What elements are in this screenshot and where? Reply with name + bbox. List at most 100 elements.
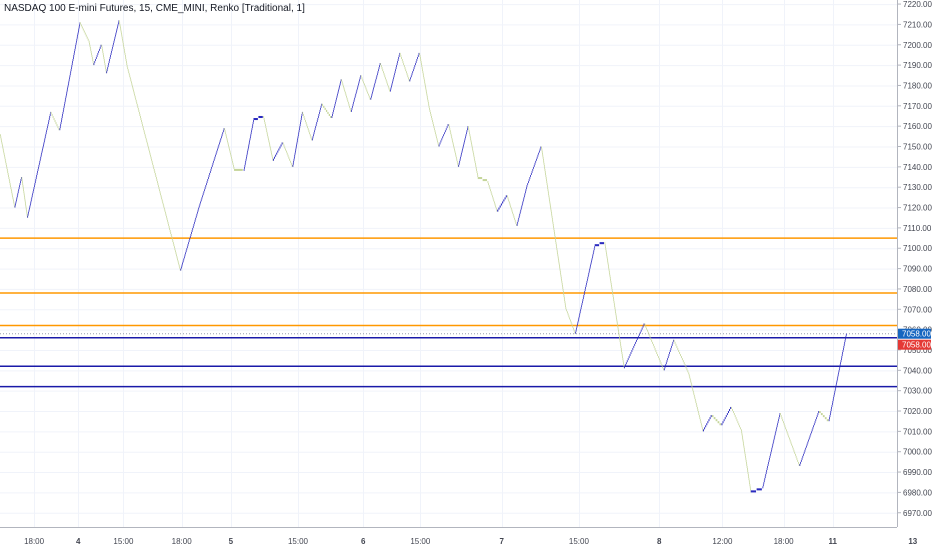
renko-brick-up bbox=[704, 427, 706, 430]
renko-brick-up bbox=[334, 105, 335, 108]
renko-brick-down bbox=[158, 187, 160, 190]
renko-brick-up bbox=[836, 378, 838, 381]
renko-brick-up bbox=[663, 368, 665, 371]
renko-brick-down bbox=[569, 319, 571, 322]
renko-brick-down bbox=[785, 427, 787, 430]
renko-brick-down bbox=[605, 246, 606, 249]
renko-brick-down bbox=[571, 323, 573, 326]
renko-brick-up bbox=[809, 435, 811, 438]
renko-brick-down bbox=[25, 203, 27, 206]
renko-brick-up bbox=[577, 319, 579, 322]
renko-brick-up bbox=[410, 75, 412, 78]
renko-brick-down bbox=[690, 380, 692, 383]
renko-brick-up bbox=[460, 154, 462, 157]
price-tick-label: 7020.00 bbox=[903, 407, 932, 416]
renko-brick-down bbox=[651, 339, 653, 342]
renko-brick-down bbox=[155, 174, 157, 178]
renko-brick-down bbox=[660, 362, 662, 365]
renko-brick-down bbox=[303, 115, 305, 119]
renko-brick-up bbox=[113, 40, 115, 43]
renko-brick-up bbox=[245, 160, 247, 163]
renko-brick-up bbox=[440, 140, 442, 143]
renko-brick-down bbox=[233, 164, 234, 167]
price-tick-label: 7080.00 bbox=[903, 285, 932, 294]
renko-brick-up bbox=[828, 419, 830, 422]
renko-brick-up bbox=[100, 44, 102, 47]
renko-brick-down bbox=[380, 63, 382, 66]
renko-brick-up bbox=[750, 490, 757, 493]
renko-brick-up bbox=[376, 75, 378, 78]
renko-brick-up bbox=[671, 345, 672, 348]
renko-brick-up bbox=[379, 65, 380, 68]
renko-brick-up bbox=[110, 54, 111, 57]
renko-brick-up bbox=[594, 246, 596, 249]
renko-brick-up bbox=[186, 248, 188, 251]
renko-brick-up bbox=[730, 406, 732, 409]
renko-brick-up bbox=[48, 120, 50, 123]
renko-brick-down bbox=[424, 81, 426, 84]
renko-brick-up bbox=[639, 331, 641, 334]
renko-brick-down bbox=[304, 118, 306, 121]
renko-brick-up bbox=[293, 160, 295, 163]
renko-brick-up bbox=[16, 197, 18, 200]
renko-brick-down bbox=[451, 136, 453, 139]
renko-brick-up bbox=[117, 22, 119, 25]
renko-brick-down bbox=[155, 177, 157, 180]
renko-brick-down bbox=[264, 122, 266, 125]
renko-brick-up bbox=[337, 93, 338, 96]
renko-brick-down bbox=[696, 404, 698, 407]
renko-brick-up bbox=[195, 215, 197, 218]
renko-brick-down bbox=[132, 87, 134, 90]
renko-brick-down bbox=[508, 201, 510, 204]
renko-brick-down bbox=[124, 54, 126, 57]
renko-brick-up bbox=[397, 61, 399, 64]
renko-brick-up bbox=[536, 158, 537, 161]
renko-brick-down bbox=[345, 93, 347, 96]
renko-brick-down bbox=[53, 118, 55, 121]
renko-brick-down bbox=[125, 59, 127, 62]
renko-brick-up bbox=[37, 170, 38, 173]
renko-brick-up bbox=[584, 288, 586, 291]
renko-brick-down bbox=[471, 144, 473, 147]
renko-brick-up bbox=[114, 36, 116, 39]
renko-brick-down bbox=[406, 73, 408, 76]
renko-brick-up bbox=[500, 203, 502, 206]
renko-brick-down bbox=[402, 61, 404, 64]
renko-brick-down bbox=[388, 87, 390, 90]
renko-brick-up bbox=[17, 193, 19, 196]
renko-brick-down bbox=[134, 95, 136, 98]
renko-brick-up bbox=[843, 345, 845, 348]
renko-brick-down bbox=[14, 205, 16, 208]
renko-brick-up bbox=[705, 425, 707, 428]
renko-brick-down bbox=[491, 193, 493, 196]
renko-brick-down bbox=[542, 156, 544, 159]
renko-brick-down bbox=[270, 148, 272, 151]
renko-brick-down bbox=[475, 162, 476, 165]
renko-brick-up bbox=[503, 199, 505, 202]
renko-brick-up bbox=[583, 293, 585, 296]
renko-brick-up bbox=[593, 250, 595, 253]
renko-brick-down bbox=[688, 372, 690, 375]
renko-brick-down bbox=[3, 150, 5, 153]
renko-brick-down bbox=[170, 234, 172, 237]
renko-brick-down bbox=[549, 203, 551, 206]
renko-brick-down bbox=[130, 81, 132, 84]
renko-brick-down bbox=[783, 423, 785, 426]
renko-brick-down bbox=[469, 134, 471, 137]
renko-brick-up bbox=[112, 44, 114, 47]
renko-brick-down bbox=[622, 356, 623, 359]
renko-brick-down bbox=[225, 132, 227, 135]
renko-brick-up bbox=[438, 144, 440, 147]
renko-brick-down bbox=[514, 219, 516, 222]
renko-brick-down bbox=[736, 419, 738, 422]
renko-brick-up bbox=[244, 162, 246, 165]
renko-brick-down bbox=[419, 52, 421, 55]
renko-brick-up bbox=[528, 179, 530, 182]
renko-brick-down bbox=[384, 75, 386, 78]
renko-brick-up bbox=[210, 168, 212, 171]
renko-brick-up bbox=[94, 61, 96, 64]
renko-brick-down bbox=[271, 154, 273, 157]
renko-brick-down bbox=[127, 69, 129, 72]
renko-brick-down bbox=[343, 85, 344, 88]
renko-brick-down bbox=[492, 195, 493, 198]
